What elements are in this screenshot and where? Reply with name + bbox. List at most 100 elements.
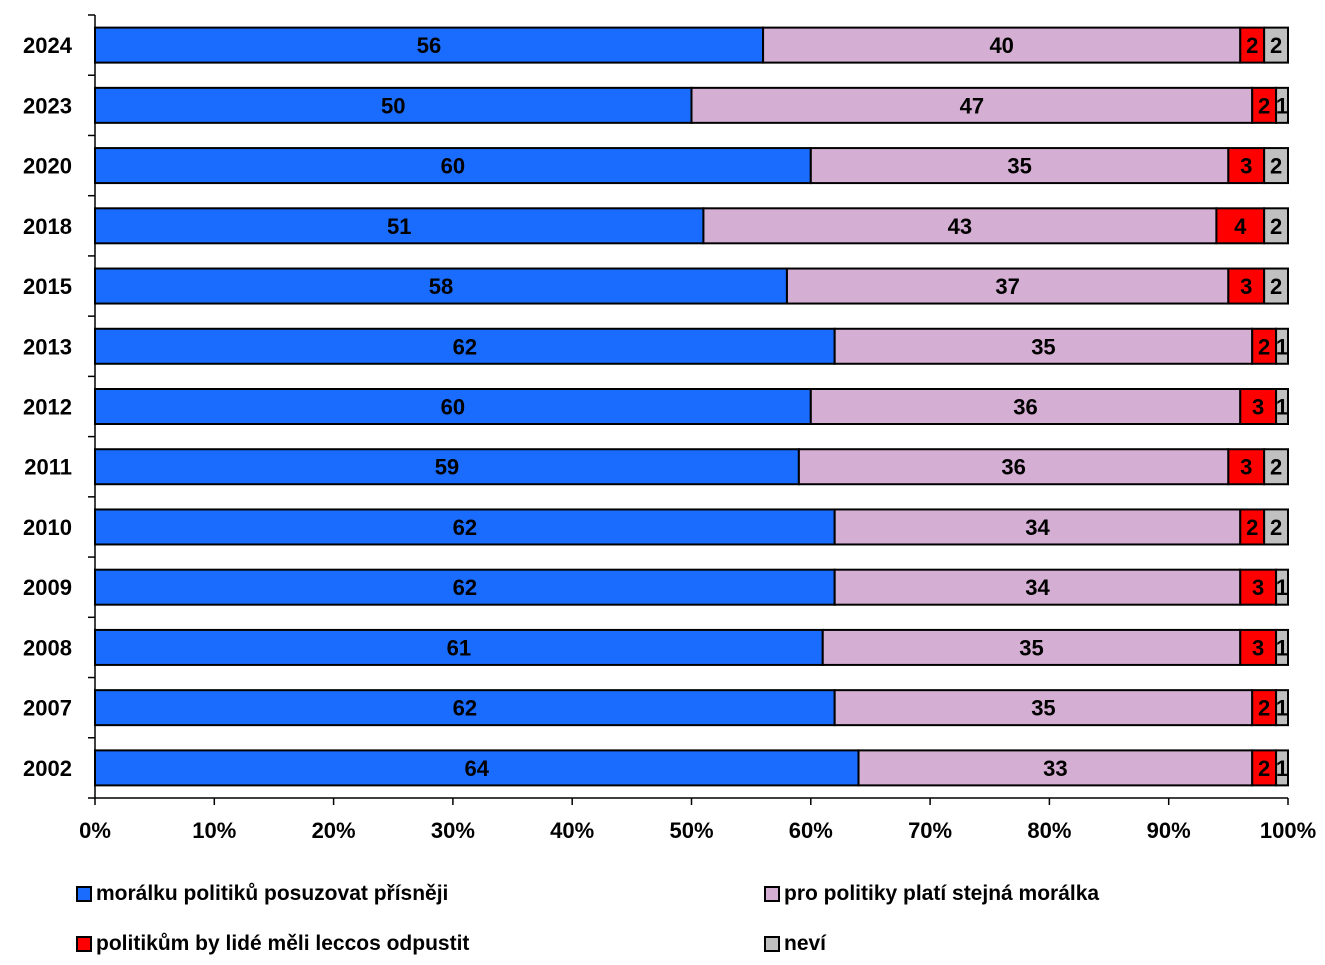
x-tick-label-3: 30%	[431, 818, 475, 843]
data-label-2012-s2: 36	[1013, 395, 1037, 420]
bar-segment-2023-s2	[690, 86, 1254, 124]
data-label-2015-s3: 3	[1240, 274, 1252, 299]
x-tick-label-10: 100%	[1260, 818, 1316, 843]
x-tick-label-6: 60%	[789, 818, 833, 843]
bar-segment-2013-s4	[1275, 327, 1289, 365]
data-label-2024-s1: 56	[417, 33, 441, 58]
data-label-2015-s1: 58	[429, 274, 453, 299]
data-label-2024-s2: 40	[989, 33, 1013, 58]
x-tick-label-2: 20%	[312, 818, 356, 843]
bar-segment-2007-s4	[1275, 689, 1289, 727]
data-label-2023-s1: 50	[381, 93, 405, 118]
data-label-2009-s4: 1	[1276, 575, 1288, 600]
data-label-2010-s3: 2	[1246, 515, 1258, 540]
data-label-2018-s4: 2	[1270, 214, 1282, 239]
bar-segment-2023-s4	[1275, 86, 1289, 124]
bars-layer	[94, 26, 1290, 787]
bar-segment-2011-s3	[1227, 448, 1266, 486]
category-label-2012: 2012	[23, 395, 72, 420]
data-label-2013-s4: 1	[1276, 334, 1288, 359]
data-label-2011-s2: 36	[1001, 455, 1025, 480]
data-label-2020-s3: 3	[1240, 154, 1252, 179]
data-label-2015-s2: 37	[995, 274, 1019, 299]
data-label-2010-s1: 62	[453, 515, 477, 540]
data-label-2007-s3: 2	[1258, 696, 1270, 721]
data-label-2020-s1: 60	[441, 154, 465, 179]
x-tick-label-9: 90%	[1147, 818, 1191, 843]
category-label-2013: 2013	[23, 334, 72, 359]
axis-layer: 2024 2023 2020 2018 2015 2013 2012 2011 2010 2009…	[23, 14, 1316, 843]
bar-segment-2009-s4	[1275, 568, 1289, 606]
data-label-2007-s2: 35	[1031, 696, 1055, 721]
bar-segment-2013-s2	[833, 327, 1254, 365]
category-label-2009: 2009	[23, 575, 72, 600]
data-label-2018-s2: 43	[948, 214, 972, 239]
bar-segment-2009-s3	[1239, 568, 1278, 606]
bar-segment-2020-s4	[1263, 147, 1290, 185]
bar-segment-2011-s4	[1263, 448, 1290, 486]
data-label-2018-s3: 4	[1234, 214, 1247, 239]
data-label-2008-s1: 61	[447, 635, 471, 660]
data-label-2009-s1: 62	[453, 575, 477, 600]
data-label-2013-s2: 35	[1031, 334, 1055, 359]
data-label-2013-s3: 2	[1258, 334, 1270, 359]
data-label-2024-s4: 2	[1270, 33, 1282, 58]
category-label-2008: 2008	[23, 635, 72, 660]
data-label-2002-s4: 1	[1276, 756, 1288, 781]
data-labels-layer: 56 40 2 250 47 2 160 35 3 251 43 4 258 37 3 262 35 2 160 36…	[381, 33, 1288, 781]
data-label-2011-s4: 2	[1270, 455, 1282, 480]
x-tick-label-4: 40%	[550, 818, 594, 843]
bar-segment-2020-s2	[809, 147, 1230, 185]
bar-segment-2024-s2	[762, 26, 1242, 64]
bar-segment-2012-s2	[809, 388, 1242, 425]
category-label-2023: 2023	[23, 93, 72, 118]
data-label-2002-s2: 33	[1043, 756, 1067, 781]
data-label-2011-s3: 3	[1240, 455, 1252, 480]
x-tick-label-7: 70%	[908, 818, 952, 843]
data-label-2008-s2: 35	[1019, 635, 1043, 660]
bar-segment-2007-s1	[94, 689, 836, 727]
category-label-2002: 2002	[23, 756, 72, 781]
data-label-2008-s3: 3	[1252, 635, 1264, 660]
category-label-2020: 2020	[23, 154, 72, 179]
data-label-2011-s1: 59	[435, 455, 459, 480]
data-label-2018-s1: 51	[387, 214, 411, 239]
data-label-2023-s3: 2	[1258, 93, 1270, 118]
x-tick-label-8: 80%	[1027, 818, 1071, 843]
data-label-2008-s4: 1	[1276, 635, 1288, 660]
data-label-2023-s4: 1	[1276, 93, 1288, 118]
data-label-2020-s2: 35	[1007, 154, 1031, 179]
category-label-2011: 2011	[24, 455, 72, 480]
bar-segment-2002-s1	[94, 749, 860, 787]
category-label-2010: 2010	[23, 515, 72, 540]
bar-segment-2012-s1	[94, 388, 812, 425]
bar-segment-2010-s4	[1263, 508, 1290, 546]
bar-segment-2008-s4	[1275, 628, 1289, 666]
x-tick-label-1: 10%	[192, 818, 236, 843]
category-label-2018: 2018	[23, 214, 72, 239]
bar-segment-2008-s2	[821, 628, 1242, 666]
data-label-2020-s4: 2	[1270, 154, 1282, 179]
data-label-2009-s2: 34	[1025, 575, 1050, 600]
category-label-2007: 2007	[23, 696, 72, 721]
bar-segment-2002-s4	[1275, 749, 1289, 787]
data-label-2002-s3: 2	[1258, 756, 1270, 781]
bar-segment-2015-s2	[785, 267, 1230, 305]
bar-segment-2018-s4	[1263, 207, 1290, 245]
x-tick-label-0: 0%	[79, 818, 111, 843]
data-label-2002-s1: 64	[465, 756, 490, 781]
bar-segment-2011-s1	[94, 448, 800, 486]
bar-segment-2024-s4	[1263, 26, 1290, 64]
bar-segment-2015-s4	[1263, 267, 1290, 305]
bar-segment-2012-s4	[1275, 388, 1289, 425]
data-label-2007-s4: 1	[1276, 696, 1288, 721]
data-label-2009-s3: 3	[1252, 575, 1264, 600]
bar-segment-2007-s2	[833, 689, 1254, 727]
data-label-2012-s1: 60	[441, 395, 465, 420]
data-label-2010-s2: 34	[1025, 515, 1050, 540]
bar-segment-2020-s3	[1227, 147, 1266, 185]
data-label-2012-s4: 1	[1276, 395, 1288, 420]
bar-segment-2018-s2	[702, 207, 1218, 245]
